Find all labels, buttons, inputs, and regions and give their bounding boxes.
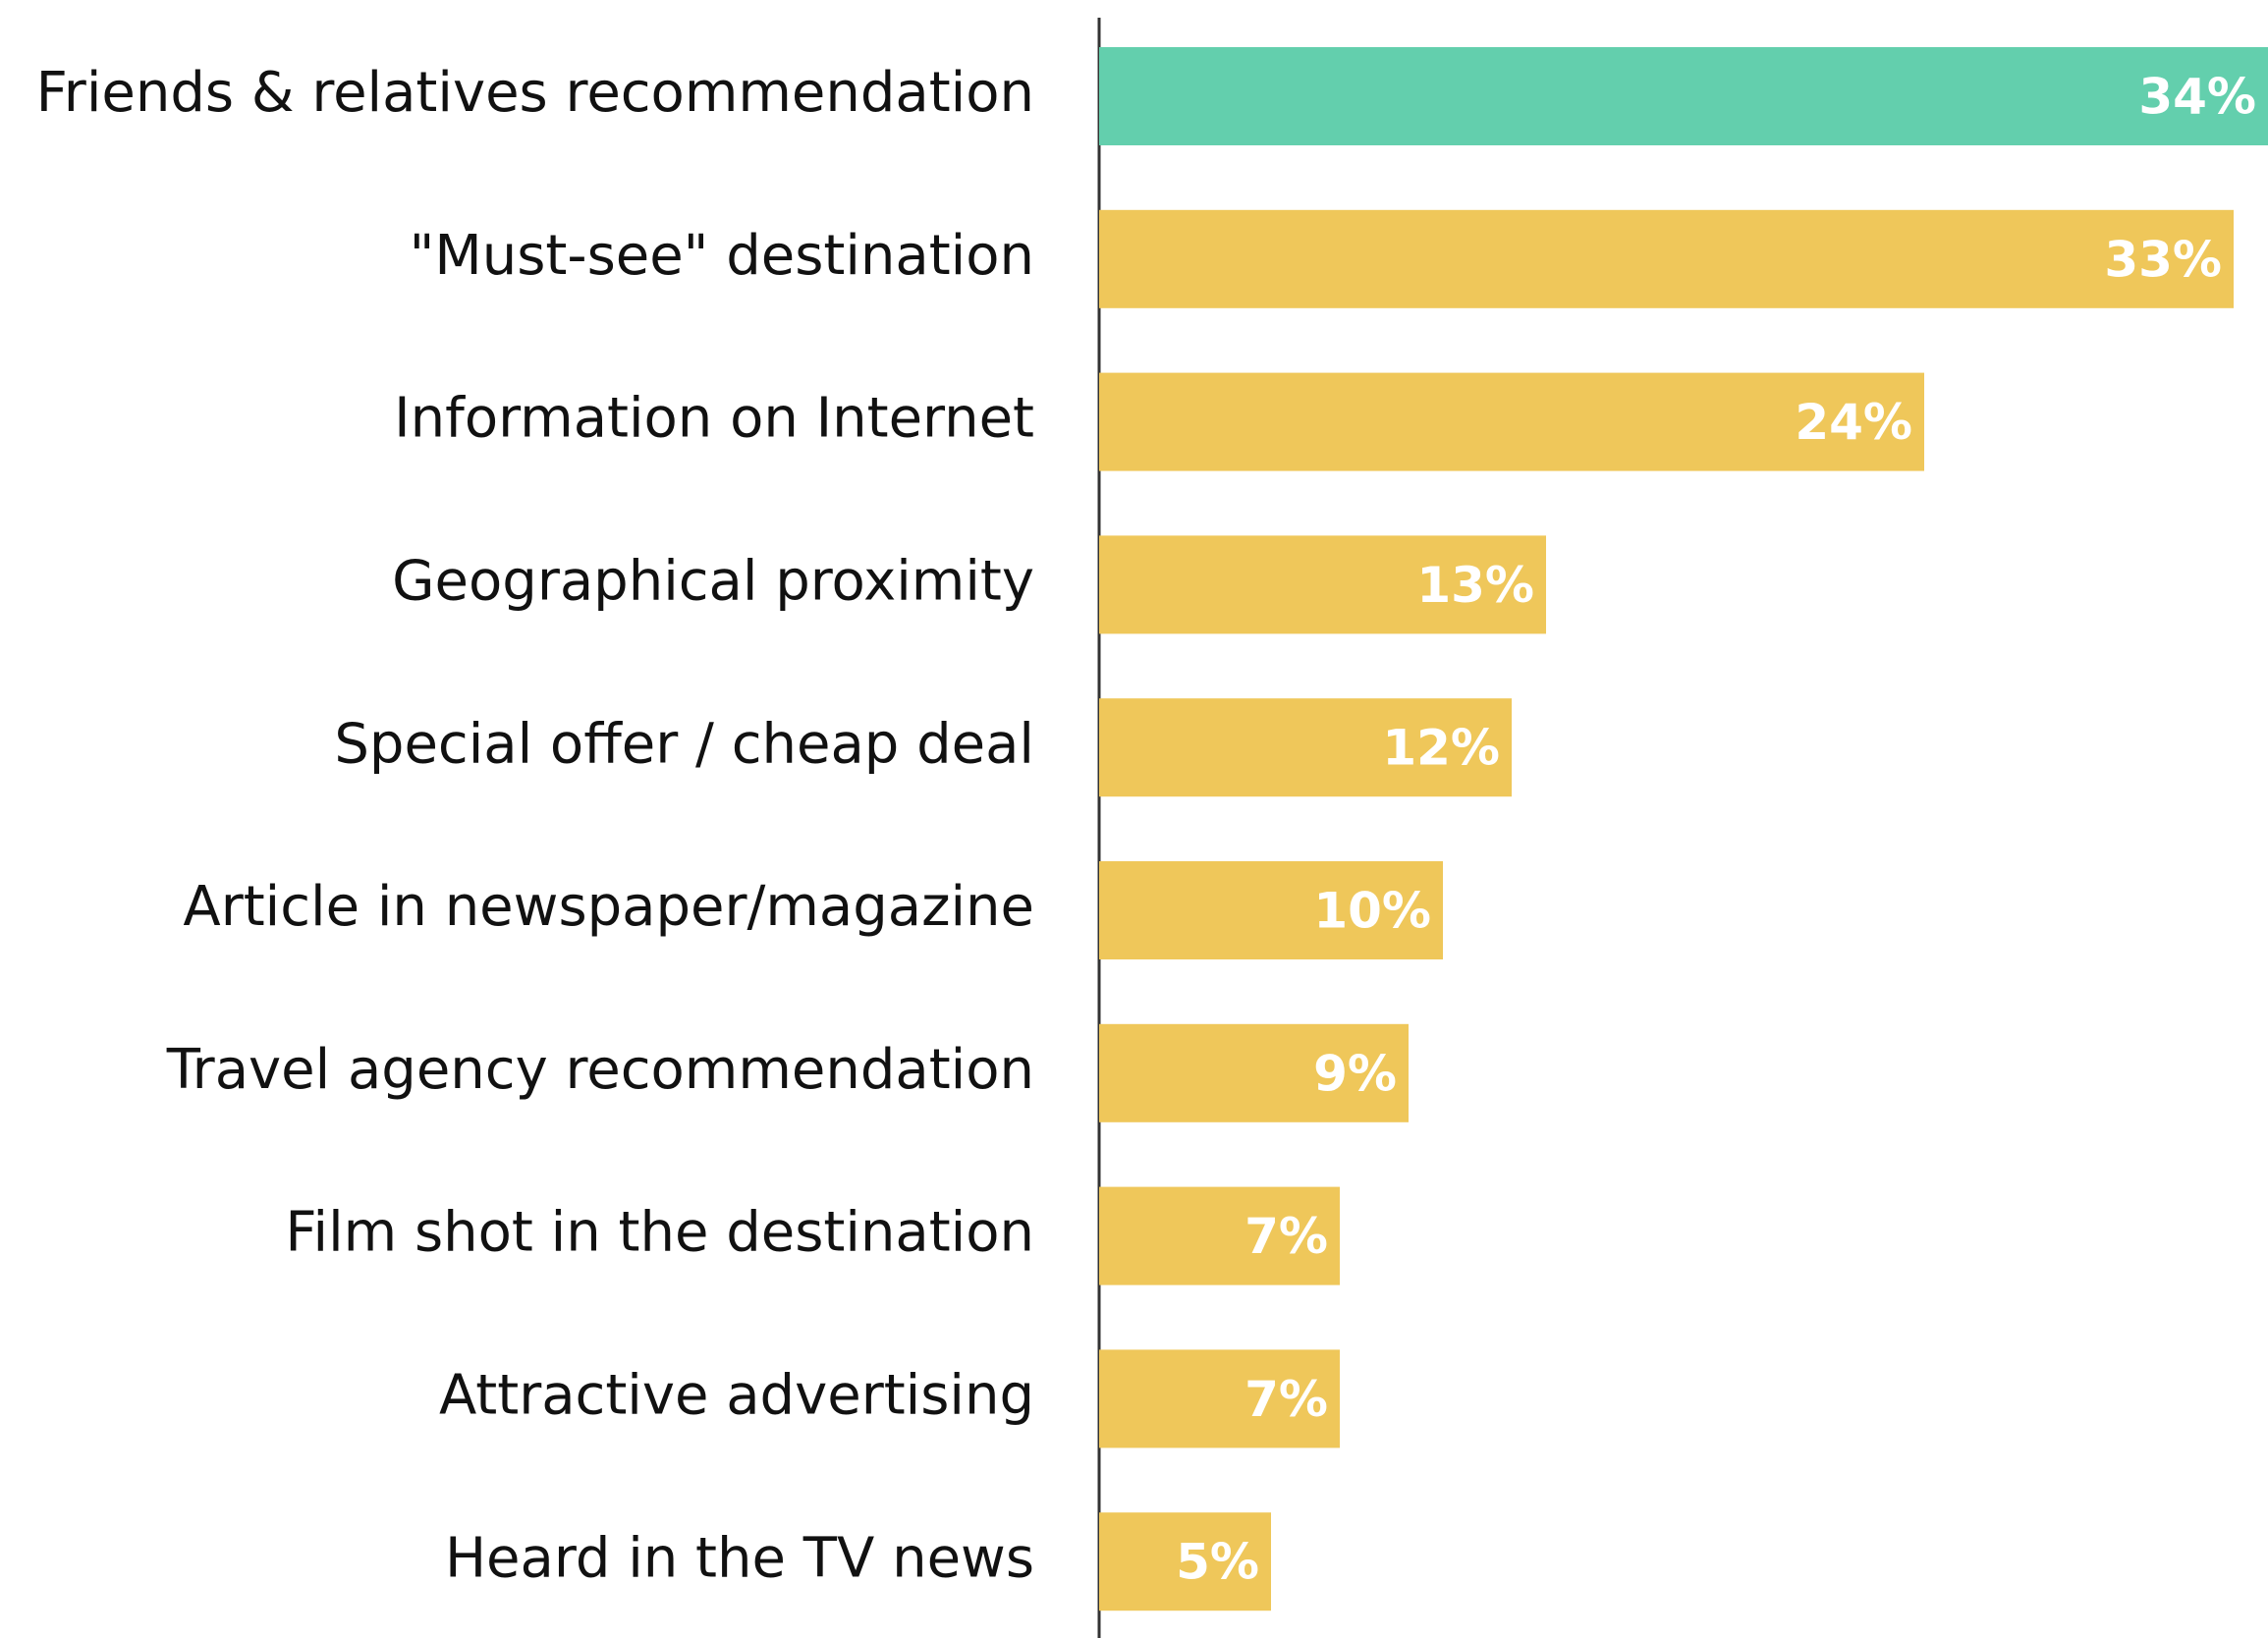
- bar: [1099, 1023, 1409, 1122]
- bar: [1099, 209, 2234, 308]
- data-label: 7%: [1245, 1371, 1328, 1428]
- y-tick-label: Travel agency recommendation: [166, 1038, 1034, 1102]
- y-tick-label: Article in newspaper/magazine: [183, 875, 1034, 939]
- data-label: 9%: [1313, 1045, 1397, 1102]
- y-tick-label: Film shot in the destination: [285, 1201, 1034, 1265]
- y-tick-label: Friends & relatives recommendation: [36, 61, 1034, 125]
- data-label: 5%: [1176, 1534, 1259, 1591]
- y-tick-label: Geographical proximity: [392, 550, 1034, 614]
- bar: [1099, 861, 1443, 959]
- bar: [1099, 698, 1512, 797]
- bar: [1099, 1349, 1340, 1448]
- data-label: 34%: [2138, 69, 2256, 126]
- bar: [1099, 1186, 1340, 1285]
- data-label: 7%: [1245, 1208, 1328, 1265]
- y-tick-label: "Must-see" destination: [410, 224, 1034, 288]
- bar: [1099, 535, 1546, 634]
- data-label: 24%: [1795, 394, 1912, 451]
- data-label: 10%: [1313, 883, 1431, 940]
- bar: [1099, 47, 2268, 145]
- y-tick-label: Attractive advertising: [439, 1364, 1034, 1428]
- y-tick-label: Heard in the TV news: [445, 1526, 1034, 1590]
- y-tick-label: Information on Internet: [394, 387, 1034, 451]
- data-label: 12%: [1382, 720, 1500, 777]
- bar: [1099, 372, 1924, 471]
- data-label: 33%: [2104, 231, 2222, 288]
- bar: [1099, 1512, 1271, 1611]
- data-label: 13%: [1416, 557, 1534, 614]
- y-tick-label: Special offer / cheap deal: [334, 712, 1034, 776]
